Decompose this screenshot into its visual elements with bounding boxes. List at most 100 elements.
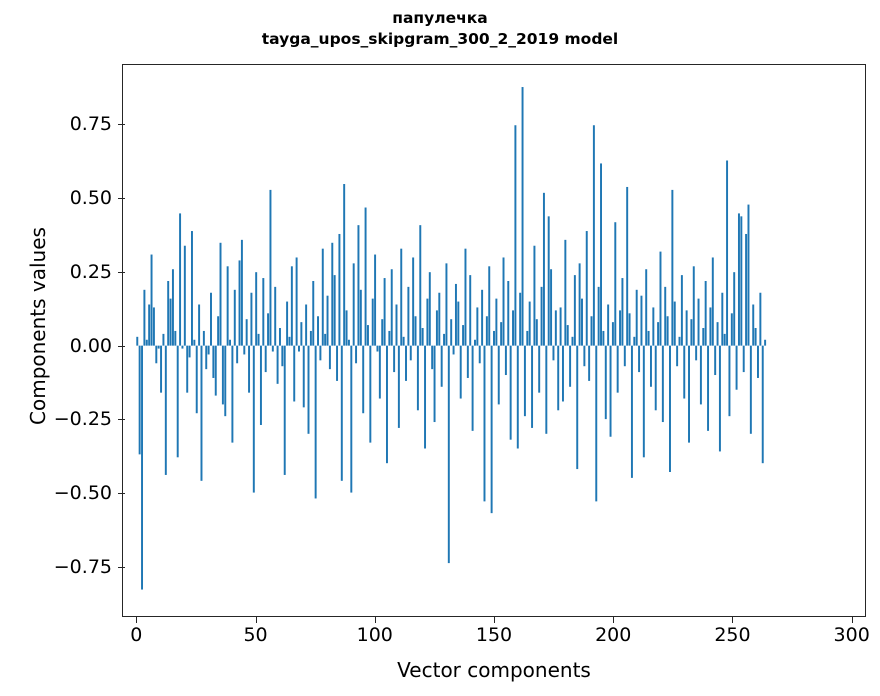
bar: [635, 289, 638, 346]
bar: [309, 330, 312, 346]
bar: [552, 345, 555, 361]
bar: [457, 301, 460, 346]
bar: [759, 292, 762, 346]
bar: [464, 248, 467, 346]
bar: [493, 330, 495, 346]
bar: [704, 280, 707, 346]
bar: [302, 345, 305, 408]
x-tick-label: 150: [475, 624, 513, 646]
bar: [376, 345, 379, 352]
bar: [711, 257, 714, 346]
bar: [198, 304, 201, 346]
bar: [523, 345, 526, 417]
bar: [143, 289, 146, 346]
bar: [590, 316, 593, 346]
x-tick-mark: [374, 616, 376, 623]
bar: [321, 248, 324, 346]
bar: [621, 278, 624, 346]
bar: [697, 298, 700, 346]
bar: [535, 319, 538, 346]
bar: [205, 345, 208, 370]
bar: [699, 345, 702, 405]
bar: [654, 345, 657, 411]
bar: [343, 184, 346, 346]
bar: [293, 345, 296, 402]
bar: [721, 292, 724, 346]
bar: [217, 316, 220, 346]
bar: [160, 345, 163, 393]
y-tick-mark: [118, 345, 125, 347]
bar: [295, 257, 298, 346]
bar: [561, 345, 564, 402]
bar: [347, 339, 350, 346]
bar: [276, 345, 279, 384]
y-axis-tick-labels: −0.75 −0.50 −0.25 0.00 0.25 0.50 0.75: [0, 0, 112, 696]
bar: [350, 345, 353, 493]
bar: [300, 322, 303, 346]
bar: [381, 319, 384, 346]
bar: [150, 254, 153, 346]
bar: [307, 345, 310, 434]
bar: [221, 345, 224, 405]
bar: [680, 275, 683, 346]
bar: [359, 289, 362, 346]
bar: [495, 298, 498, 346]
bar: [664, 286, 667, 346]
bar: [162, 333, 165, 346]
bar: [707, 345, 710, 431]
bar: [278, 328, 281, 346]
bar: [267, 313, 270, 346]
bar: [749, 345, 752, 434]
bar: [671, 189, 674, 346]
bar: [369, 345, 372, 443]
bar: [564, 239, 567, 346]
bar: [226, 266, 229, 346]
bar: [248, 345, 251, 393]
y-tick-label: −0.75: [53, 555, 112, 578]
y-tick-mark: [118, 124, 125, 126]
bar: [138, 345, 141, 455]
bar: [483, 345, 486, 502]
bar: [319, 345, 322, 361]
bar: [754, 328, 757, 346]
bar: [250, 292, 253, 346]
bar: [752, 304, 755, 346]
bar: [709, 307, 712, 346]
bar: [214, 345, 217, 396]
bar: [407, 286, 410, 346]
bar: [236, 345, 239, 364]
bar: [588, 345, 591, 381]
bar: [152, 307, 155, 346]
y-tick-mark: [118, 493, 125, 495]
bar: [554, 310, 557, 346]
x-tick-mark: [255, 616, 257, 623]
bar: [583, 345, 586, 367]
bar: [716, 322, 719, 346]
bar: [745, 233, 748, 346]
bar: [628, 313, 631, 346]
bar: [626, 186, 629, 346]
bar: [219, 242, 222, 346]
bar: [714, 345, 717, 376]
bar: [447, 345, 450, 564]
bar: [550, 269, 553, 346]
bar: [176, 345, 179, 458]
bar: [286, 301, 289, 346]
bar: [673, 301, 676, 346]
bar: [362, 345, 365, 414]
bar: [450, 319, 453, 346]
bar: [352, 263, 355, 346]
bar: [692, 266, 695, 346]
bar: [519, 292, 522, 346]
bar: [169, 298, 172, 346]
bar: [454, 283, 457, 346]
bar: [559, 307, 562, 346]
bar: [243, 345, 246, 355]
bar: [730, 313, 733, 346]
bar: [426, 298, 429, 346]
bar: [630, 345, 633, 478]
x-tick-label: 50: [243, 624, 268, 646]
bar: [364, 207, 367, 346]
bar: [338, 233, 341, 346]
chart-title-line-2: tayga_upos_skipgram_300_2_2019 model: [261, 30, 619, 48]
